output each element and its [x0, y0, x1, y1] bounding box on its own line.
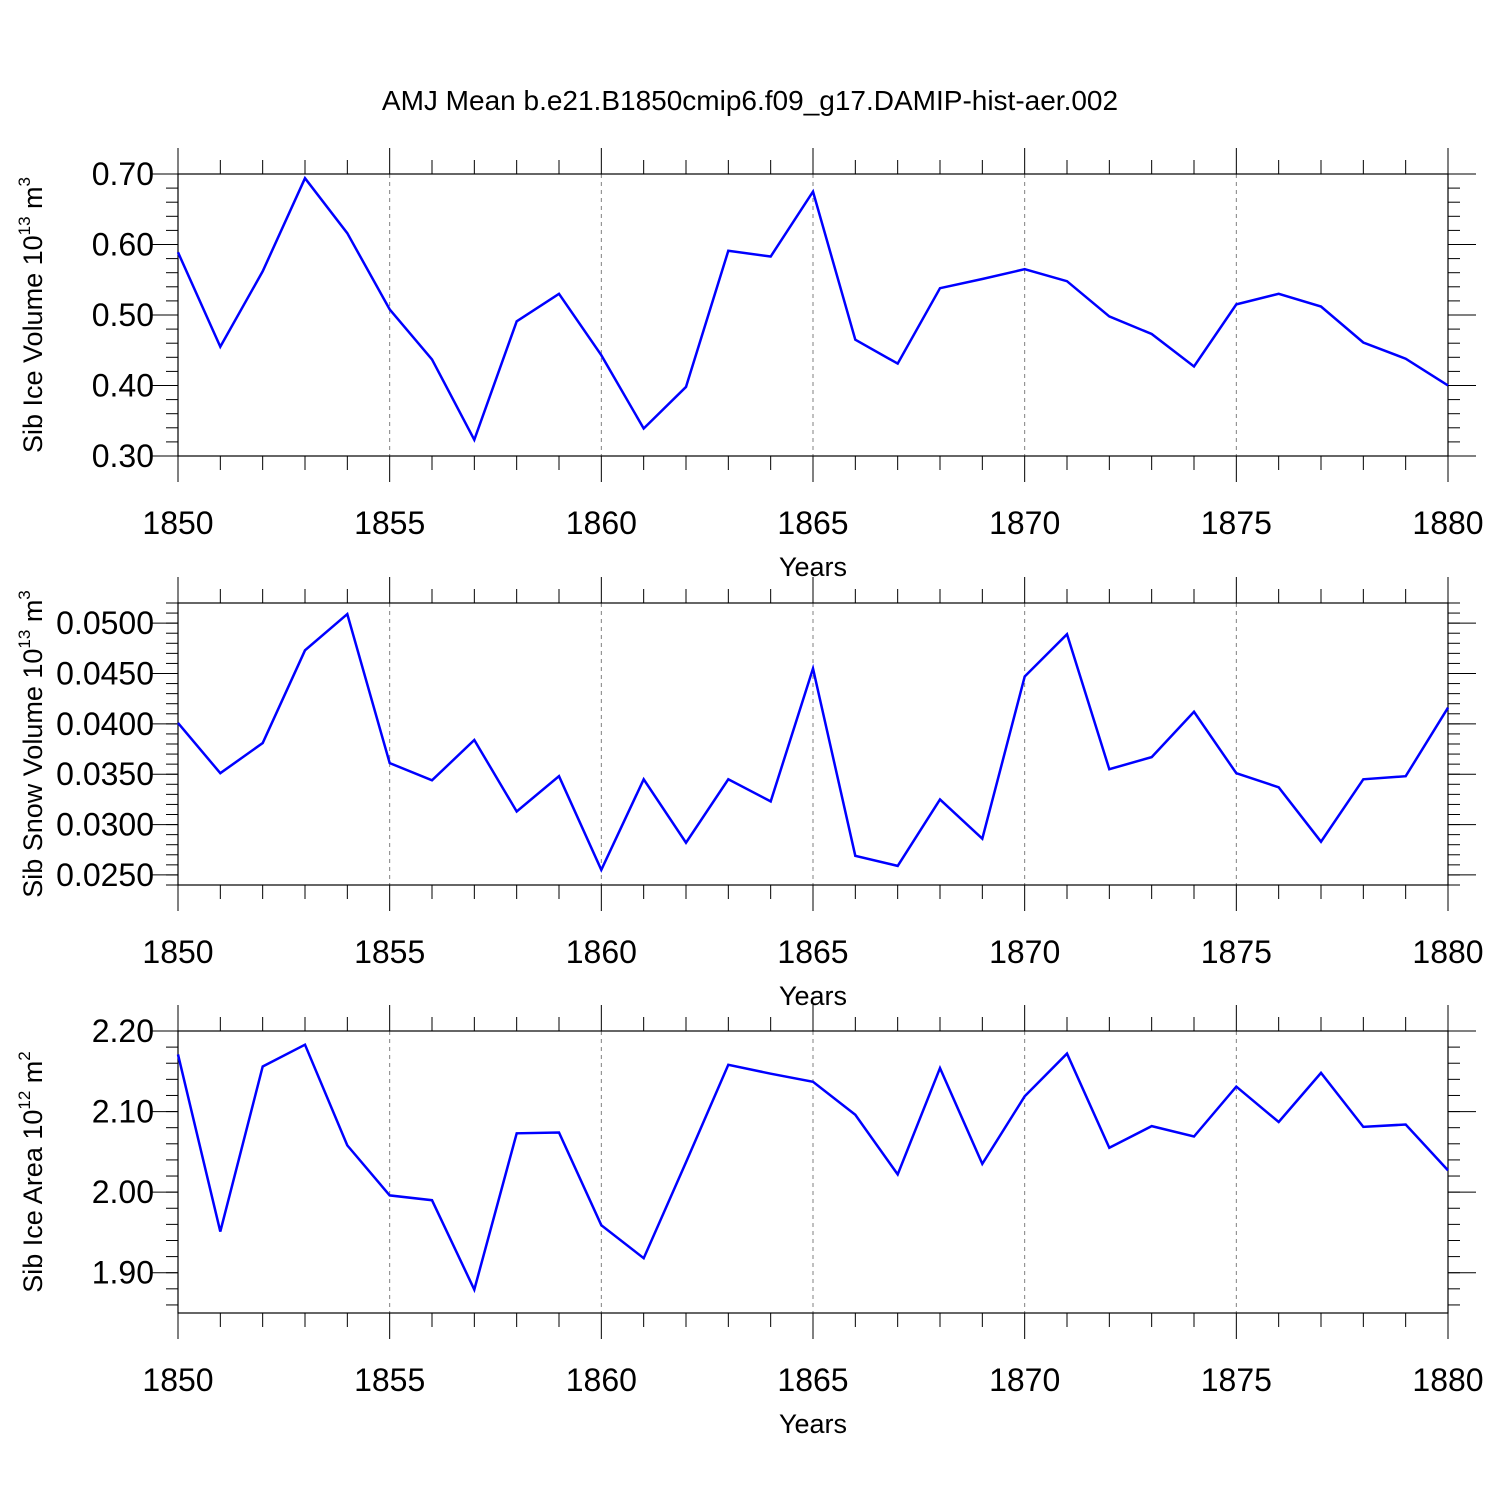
x-tick-label: 1850: [142, 1362, 213, 1398]
x-tick-label: 1855: [354, 505, 425, 541]
x-axis-label: Years: [779, 1409, 847, 1439]
y-tick-label: 2.10: [92, 1094, 154, 1130]
y-tick-label: 0.30: [92, 438, 154, 474]
y-tick-label: 0.0400: [56, 706, 154, 742]
chart-title: AMJ Mean b.e21.B1850cmip6.f09_g17.DAMIP-…: [382, 85, 1118, 116]
series-line: [177, 611, 1450, 873]
x-tick-label: 1865: [777, 505, 848, 541]
y-tick-label: 2.00: [92, 1174, 154, 1210]
y-axis-label: Sib Snow Volume 1013 m3: [15, 590, 48, 898]
x-tick-label: 1865: [777, 1362, 848, 1398]
x-tick-label: 1860: [566, 934, 637, 970]
x-tick-label: 1850: [142, 934, 213, 970]
y-tick-label: 2.20: [92, 1013, 154, 1049]
x-tick-label: 1870: [989, 505, 1060, 541]
series-line: [176, 1042, 1449, 1294]
y-axis-label: Sib Ice Area 1012 m2: [15, 1051, 48, 1293]
x-tick-label: 1880: [1412, 505, 1483, 541]
y-tick-label: 0.60: [92, 227, 154, 263]
x-tick-label: 1875: [1201, 505, 1272, 541]
x-tick-label: 1880: [1412, 1362, 1483, 1398]
x-tick-label: 1855: [354, 1362, 425, 1398]
y-tick-label: 0.70: [92, 156, 154, 192]
y-axis-label: Sib Ice Volume 1013 m3: [15, 177, 48, 453]
x-tick-label: 1855: [354, 934, 425, 970]
x-tick-label: 1850: [142, 505, 213, 541]
chart-panels: 0.30 0.40 0.50 0.60 0.70 1850 1855 1860 1865 1870…: [15, 148, 1484, 1439]
panel-3: 1.90 2.00 2.10 2.20 1850 1855 1860 1865 1870 1875…: [15, 1005, 1484, 1439]
x-tick-label: 1875: [1201, 934, 1272, 970]
y-tick-label: 0.0300: [56, 807, 154, 843]
series-line: [176, 175, 1449, 443]
x-tick-label: 1860: [566, 1362, 637, 1398]
y-tick-label: 0.0450: [56, 656, 154, 692]
plot-frame: [177, 1030, 1449, 1314]
y-tick-label: 0.0500: [56, 605, 154, 641]
x-tick-label: 1865: [777, 934, 848, 970]
y-tick-label: 0.0350: [56, 756, 154, 792]
y-tick-label: 1.90: [92, 1255, 154, 1291]
plot-frame: [177, 173, 1449, 457]
plot-frame: [177, 602, 1449, 886]
x-tick-label: 1875: [1201, 1362, 1272, 1398]
y-tick-label: 0.0250: [56, 857, 154, 893]
panel-2: 0.0250 0.0300 0.0350 0.0400 0.0450 0.0500 1850…: [15, 577, 1484, 1011]
y-tick-label: 0.50: [92, 297, 154, 333]
x-tick-label: 1880: [1412, 934, 1483, 970]
x-tick-label: 1870: [989, 934, 1060, 970]
y-tick-label: 0.40: [92, 368, 154, 404]
x-tick-label: 1860: [566, 505, 637, 541]
x-tick-label: 1870: [989, 1362, 1060, 1398]
panel-1: 0.30 0.40 0.50 0.60 0.70 1850 1855 1860 1865 1870…: [15, 148, 1484, 582]
